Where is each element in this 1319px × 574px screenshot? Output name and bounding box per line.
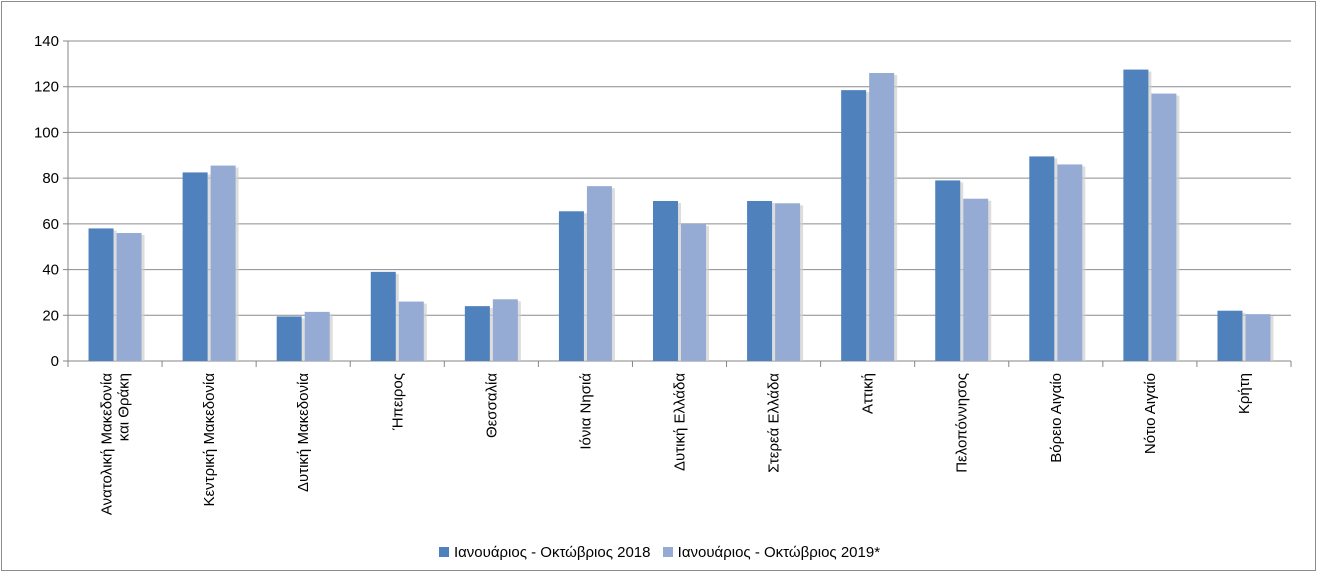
bar-2018 [653, 201, 678, 361]
x-tick-label: Θεσσαλία [483, 373, 500, 438]
x-category-label: Ανατολική Μακεδονία και Θράκη [99, 373, 133, 515]
legend-item-2019: Ιανουάριος - Οκτώβριος 2019* [662, 544, 881, 561]
bar-2019 [398, 301, 424, 361]
bar-2018 [558, 211, 584, 361]
y-tick-label: 60 [42, 216, 59, 233]
bar-2018 [88, 228, 114, 361]
x-category-label: Βόρειο Αιγαίο [1048, 373, 1065, 463]
bar-2019 [1245, 314, 1271, 361]
bar-2018 [747, 201, 773, 361]
bar-2019 [210, 165, 236, 361]
x-category-label: Αττική [860, 373, 877, 414]
bar-2019 [963, 198, 989, 361]
y-tick-label: 0 [51, 353, 59, 370]
x-category-label: Κεντρική Μακεδονία [201, 373, 218, 507]
y-tick-label: 140 [34, 33, 59, 50]
x-tick-label: Ήπειρος [389, 373, 406, 431]
x-category-label: Στερεά Ελλάδα [766, 373, 783, 473]
bar-2018 [370, 271, 396, 361]
x-category-label: Πελοπόννησος [954, 373, 971, 473]
x-tick-label: Πελοπόννησος [954, 373, 971, 473]
bar-2018 [841, 90, 867, 362]
x-category-label: Δυτική Ελλάδα [672, 373, 689, 471]
bar-2018 [1123, 69, 1149, 362]
x-tick-label: και Θράκη [116, 373, 133, 441]
bar-2019 [1151, 93, 1177, 362]
bar-2019 [492, 299, 518, 361]
y-tick-label: 20 [42, 307, 59, 324]
x-tick-label: Νότιο Αιγαίο [1142, 373, 1159, 454]
legend-label-2018: Ιανουάριος - Οκτώβριος 2018 [453, 544, 651, 561]
x-tick-label: Στερεά Ελλάδα [766, 373, 783, 473]
bar-2019 [681, 223, 706, 361]
bar-2018 [1217, 310, 1243, 361]
y-tick-label: 80 [42, 170, 59, 187]
x-category-label: Ήπειρος [389, 373, 406, 431]
x-tick-label: Δυτική Μακεδονία [295, 373, 312, 492]
y-tick-label: 100 [34, 124, 59, 141]
bar-2018 [935, 180, 961, 361]
bar-2019 [116, 233, 142, 361]
legend-item-2018: Ιανουάριος - Οκτώβριος 2018 [438, 544, 651, 561]
x-category-label: Κρήτη [1236, 373, 1253, 414]
bar-2019 [1057, 164, 1083, 361]
x-tick-label: Ιόνια Νησιά [577, 373, 594, 450]
x-tick-label: Κεντρική Μακεδονία [201, 373, 218, 507]
bar-2019 [869, 73, 895, 361]
x-tick-label: Ανατολική Μακεδονία [99, 373, 116, 515]
x-category-label: Δυτική Μακεδονία [295, 373, 312, 492]
bar-2019 [775, 203, 801, 361]
x-category-label: Νότιο Αιγαίο [1142, 373, 1159, 454]
bar-2018 [182, 172, 208, 361]
bar-2019 [304, 311, 330, 361]
x-tick-label: Κρήτη [1236, 373, 1253, 414]
x-tick-label: Βόρειο Αιγαίο [1048, 373, 1065, 463]
legend: Ιανουάριος - Οκτώβριος 2018 Ιανουάριος -… [0, 544, 1319, 561]
legend-swatch-2018 [438, 547, 449, 557]
x-category-label: Θεσσαλία [483, 373, 500, 438]
x-tick-label: Δυτική Ελλάδα [672, 373, 689, 471]
bar-2018 [276, 316, 302, 361]
legend-swatch-2019 [662, 547, 673, 557]
y-tick-label: 120 [34, 79, 59, 96]
bar-2018 [1029, 156, 1055, 361]
bar-2019 [586, 186, 612, 361]
legend-label-2019: Ιανουάριος - Οκτώβριος 2019* [677, 544, 881, 561]
x-tick-label: Αττική [860, 373, 877, 414]
y-tick-label: 40 [42, 262, 59, 279]
x-category-label: Ιόνια Νησιά [577, 373, 594, 450]
bar-2018 [464, 306, 490, 361]
